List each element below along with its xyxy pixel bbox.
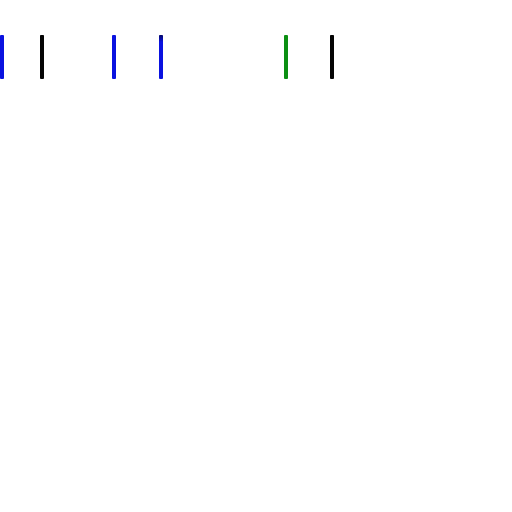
black-bar-1: [40, 35, 44, 79]
blue-bar-3: [159, 35, 163, 79]
black-bar-2: [330, 35, 334, 79]
blue-bar-2: [112, 35, 116, 79]
green-bar: [284, 35, 288, 79]
blue-bar-1: [0, 35, 4, 79]
